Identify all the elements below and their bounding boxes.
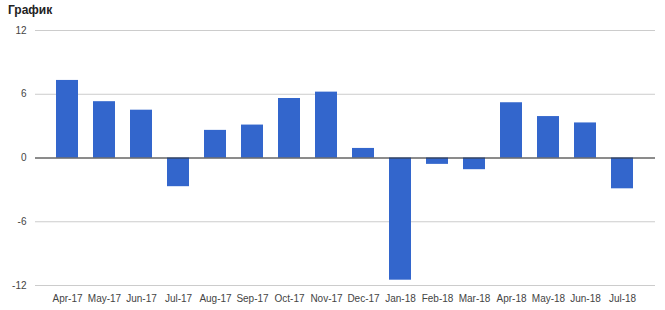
svg-text:Jul-18: Jul-18 (609, 293, 637, 304)
svg-text:Apr-17: Apr-17 (52, 293, 82, 304)
svg-text:Mar-18: Mar-18 (459, 293, 491, 304)
svg-text:Dec-17: Dec-17 (347, 293, 380, 304)
svg-text:12: 12 (15, 25, 27, 36)
svg-text:Feb-18: Feb-18 (422, 293, 454, 304)
svg-text:0: 0 (21, 152, 27, 163)
svg-text:Apr-18: Apr-18 (496, 293, 526, 304)
svg-text:Aug-17: Aug-17 (199, 293, 232, 304)
svg-text:Jul-17: Jul-17 (165, 293, 193, 304)
svg-text:-12: -12 (12, 280, 27, 291)
svg-text:Sep-17: Sep-17 (236, 293, 269, 304)
svg-text:Jun-17: Jun-17 (126, 293, 157, 304)
svg-text:-6: -6 (18, 216, 27, 227)
svg-text:Jan-18: Jan-18 (385, 293, 416, 304)
svg-text:6: 6 (21, 88, 27, 99)
svg-text:Oct-17: Oct-17 (274, 293, 304, 304)
svg-text:May-17: May-17 (88, 293, 122, 304)
svg-text:Nov-17: Nov-17 (310, 293, 343, 304)
svg-text:May-18: May-18 (532, 293, 566, 304)
svg-text:Jun-18: Jun-18 (570, 293, 601, 304)
html-text:График: График (8, 3, 53, 17)
